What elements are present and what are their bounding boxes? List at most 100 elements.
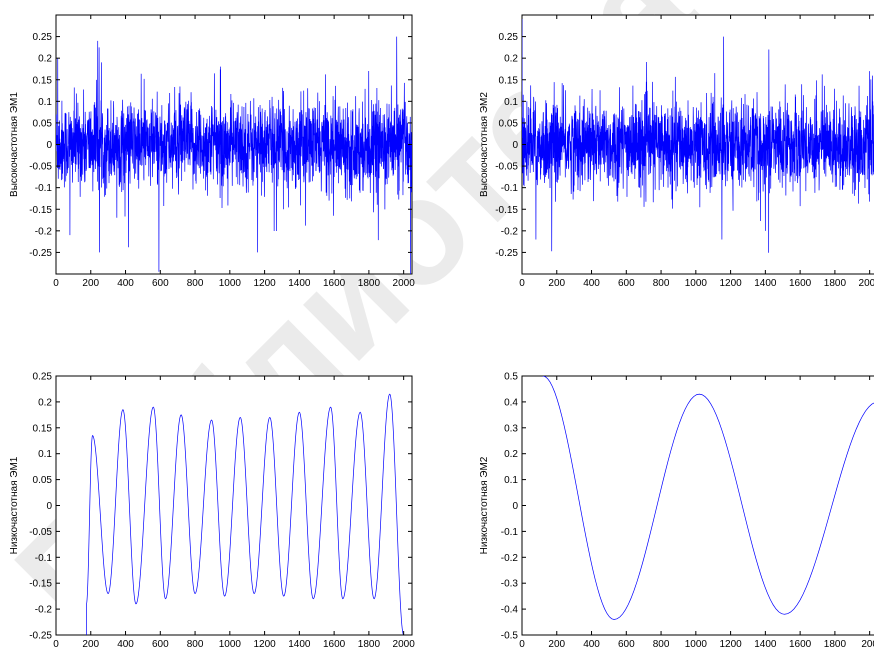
x-tick-label: 400 bbox=[583, 278, 600, 289]
y-tick-label: -0.1 bbox=[35, 183, 53, 194]
y-tick-label: -0.2 bbox=[35, 226, 53, 237]
x-tick-label: 1600 bbox=[323, 278, 346, 289]
y-tick-label: -0.1 bbox=[501, 183, 519, 194]
x-tick-label: 1000 bbox=[219, 278, 242, 289]
x-tick-label: 1400 bbox=[754, 639, 777, 650]
x-tick-label: 0 bbox=[53, 639, 59, 650]
y-tick-label: 0.25 bbox=[499, 32, 519, 43]
y-tick-label: 0.1 bbox=[504, 97, 518, 108]
y-tick-label: 0.2 bbox=[38, 397, 52, 408]
y-axis-label: Высокочастотная ЭМ1 bbox=[9, 92, 20, 197]
y-tick-label: -0.1 bbox=[501, 527, 519, 538]
x-tick-label: 600 bbox=[618, 278, 635, 289]
series-line bbox=[86, 393, 404, 635]
x-tick-label: 2000 bbox=[393, 639, 416, 650]
y-tick-label: 0.25 bbox=[33, 32, 53, 43]
y-tick-label: 0.1 bbox=[38, 449, 52, 460]
subplot-high-freq-em2: 0 200 400 600 800 1000 1200 1400 1600 1800 2000 -0.… bbox=[479, 14, 874, 289]
x-tick-label: 600 bbox=[152, 278, 169, 289]
y-tick-label: 0.15 bbox=[33, 423, 53, 434]
y-tick-label: 0.05 bbox=[33, 475, 53, 486]
x-tick-label: 1600 bbox=[323, 639, 346, 650]
y-tick-label: -0.1 bbox=[35, 553, 53, 564]
x-tick-label: 0 bbox=[53, 278, 59, 289]
y-tick-label: -0.2 bbox=[501, 553, 519, 564]
subplot-low-freq-em2: 0 200 400 600 800 1000 1200 1400 1600 1800 200 -0.5… bbox=[479, 372, 874, 650]
y-tick-label: 0.05 bbox=[33, 118, 53, 129]
x-tick-label: 400 bbox=[117, 639, 134, 650]
y-tick-label: -0.4 bbox=[501, 605, 519, 616]
x-tick-label: 200 bbox=[82, 278, 99, 289]
y-tick-label: -0.05 bbox=[495, 162, 518, 173]
x-tick-label: 400 bbox=[583, 639, 600, 650]
x-tick-label: 600 bbox=[618, 639, 635, 650]
y-tick-label: -0.15 bbox=[29, 579, 52, 590]
y-tick-label: 0.1 bbox=[504, 475, 518, 486]
subplot-low-freq-em1: 0 200 400 600 800 1000 1200 1400 1600 1800 2000 -0.… bbox=[9, 372, 415, 650]
x-tick-label: 1000 bbox=[219, 639, 242, 650]
y-tick-label: 0 bbox=[512, 501, 518, 512]
y-tick-label: -0.2 bbox=[501, 226, 519, 237]
y-tick-label: -0.2 bbox=[35, 605, 53, 616]
series-line bbox=[522, 15, 874, 253]
y-tick-label: 0.3 bbox=[504, 423, 518, 434]
x-tick-label: 1800 bbox=[824, 639, 847, 650]
x-tick-label: 1600 bbox=[789, 278, 812, 289]
x-tick-label: 200 bbox=[548, 278, 565, 289]
y-tick-label: 0.5 bbox=[504, 372, 518, 383]
x-tick-label: 1400 bbox=[754, 278, 777, 289]
y-tick-label: 0.25 bbox=[33, 372, 53, 383]
y-axis-label: Низкочастотная ЭМ1 bbox=[9, 456, 20, 554]
x-tick-label: 1600 bbox=[789, 639, 812, 650]
y-tick-label: 0.2 bbox=[504, 449, 518, 460]
x-tick-label: 800 bbox=[653, 278, 670, 289]
y-tick-label: -0.3 bbox=[501, 579, 519, 590]
x-tick-label: 1400 bbox=[288, 278, 311, 289]
y-tick-label: 0.2 bbox=[504, 54, 518, 65]
y-tick-label: -0.25 bbox=[495, 248, 518, 259]
x-tick-label: 1000 bbox=[685, 639, 708, 650]
series-line bbox=[56, 36, 412, 274]
y-tick-label: 0.1 bbox=[38, 97, 52, 108]
x-tick-label: 1800 bbox=[358, 639, 381, 650]
x-tick-label: 1200 bbox=[253, 639, 276, 650]
y-tick-label: -0.15 bbox=[495, 205, 518, 216]
x-tick-label: 1200 bbox=[719, 278, 742, 289]
x-tick-label: 400 bbox=[117, 278, 134, 289]
y-tick-label: 0 bbox=[512, 140, 518, 151]
x-tick-label: 2000 bbox=[859, 278, 874, 289]
y-tick-label: -0.05 bbox=[29, 527, 52, 538]
y-tick-label: 0.15 bbox=[499, 75, 519, 86]
x-tick-label: 200 bbox=[82, 639, 99, 650]
x-tick-label: 1200 bbox=[719, 639, 742, 650]
x-tick-label: 1400 bbox=[288, 639, 311, 650]
y-axis-label: Высокочастотная ЭМ2 bbox=[479, 92, 490, 197]
x-tick-label: 800 bbox=[187, 639, 204, 650]
series-line bbox=[542, 376, 874, 620]
y-tick-label: 0 bbox=[46, 140, 52, 151]
y-tick-label: 0.2 bbox=[38, 54, 52, 65]
x-tick-label: 0 bbox=[519, 278, 525, 289]
x-tick-label: 200 bbox=[548, 639, 565, 650]
y-tick-label: 0.15 bbox=[33, 75, 53, 86]
y-tick-label: -0.05 bbox=[29, 162, 52, 173]
x-tick-label: 2000 bbox=[393, 278, 416, 289]
y-tick-label: 0.05 bbox=[499, 118, 519, 129]
y-tick-label: -0.25 bbox=[29, 631, 52, 642]
y-axis-label: Низкочастотная ЭМ2 bbox=[479, 456, 490, 554]
x-tick-label: 1200 bbox=[253, 278, 276, 289]
x-tick-label: 1800 bbox=[824, 278, 847, 289]
y-tick-label: -0.25 bbox=[29, 248, 52, 259]
x-tick-label: 600 bbox=[152, 639, 169, 650]
y-tick-label: 0 bbox=[46, 501, 52, 512]
x-tick-label: 200 bbox=[861, 639, 874, 650]
axes-box bbox=[521, 375, 874, 636]
x-tick-label: 1800 bbox=[358, 278, 381, 289]
x-tick-label: 800 bbox=[187, 278, 204, 289]
x-tick-label: 1000 bbox=[685, 278, 708, 289]
y-tick-label: 0.4 bbox=[504, 397, 518, 408]
y-tick-label: -0.5 bbox=[501, 631, 519, 642]
x-tick-label: 0 bbox=[519, 639, 525, 650]
x-tick-label: 800 bbox=[653, 639, 670, 650]
